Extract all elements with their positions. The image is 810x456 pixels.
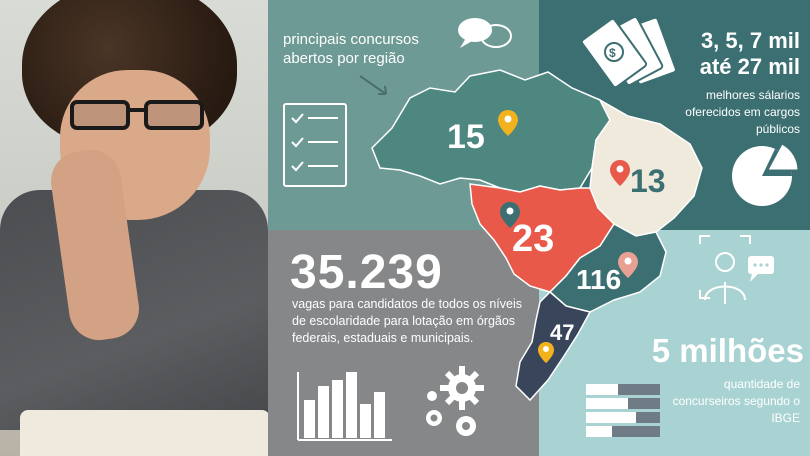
vagas-count: 35.239 xyxy=(290,246,443,299)
bar-chart-icon xyxy=(297,372,392,441)
pin-south xyxy=(538,342,554,363)
checklist-icon xyxy=(283,103,347,187)
chat-bubbles-icon xyxy=(458,18,512,48)
vagas-description: vagas para candidatos de todos os níveis… xyxy=(292,297,523,345)
map-count-center-west: 23 xyxy=(512,218,555,260)
arrow-icon xyxy=(359,75,387,95)
money-bills-icon: $ xyxy=(580,16,677,89)
salary-description: melhores sálarios oferecidos em cargos p… xyxy=(685,88,800,136)
pin-center-west xyxy=(500,202,520,228)
gears-icon xyxy=(426,366,484,436)
map-region-southeast xyxy=(548,223,667,313)
region-title: principais concursos abertos por região xyxy=(283,31,419,67)
pie-chart-icon xyxy=(732,143,799,206)
map-region-north xyxy=(371,69,611,193)
salary-line-2: até 27 mil xyxy=(699,54,800,79)
student-photo xyxy=(0,0,268,456)
salary-line-1: 3, 5, 7 mil xyxy=(700,28,800,53)
concurseiros-count: 5 milhões xyxy=(651,332,804,369)
map-region-south xyxy=(515,290,592,402)
map-count-south: 47 xyxy=(550,320,575,345)
concurseiros-description: quantidade de concurseiros segundo o IBG… xyxy=(672,377,800,425)
pin-southeast xyxy=(618,252,638,278)
pin-northeast xyxy=(610,160,630,186)
map-count-southeast: 116 xyxy=(576,264,622,295)
map-count-north: 15 xyxy=(447,118,485,156)
stacked-bars-icon xyxy=(586,384,660,437)
map-count-northeast: 13 xyxy=(630,163,666,199)
pin-north xyxy=(498,110,518,136)
salary-heading: 3, 5, 7 mil até 27 mil xyxy=(640,28,800,80)
person-focus-icon xyxy=(699,235,774,304)
open-book xyxy=(20,410,268,456)
glasses xyxy=(70,100,204,130)
svg-text:$: $ xyxy=(609,46,616,60)
